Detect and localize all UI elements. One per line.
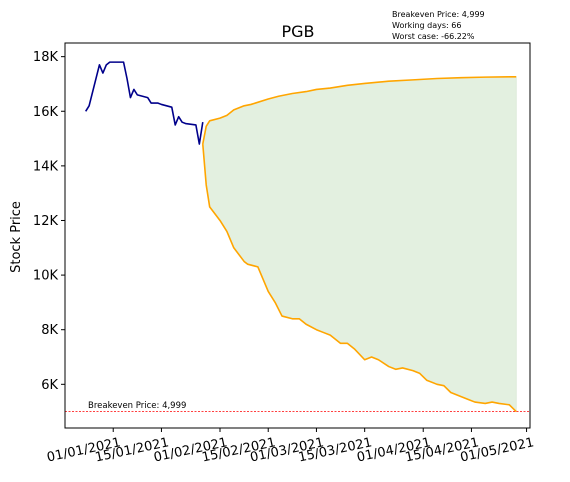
y-axis-label: Stock Price: [9, 201, 24, 273]
annotation-breakeven: Breakeven Price: 4,999: [392, 10, 485, 19]
y-tick-label: 12K: [33, 214, 59, 229]
chart-title: PGB: [281, 22, 314, 41]
breakeven-label: Breakeven Price: 4,999: [88, 401, 186, 411]
y-tick-label: 14K: [33, 159, 59, 174]
annotation-working-days: Working days: 66: [392, 21, 461, 30]
y-tick-label: 10K: [33, 269, 59, 284]
y-tick-label: 18K: [33, 50, 59, 65]
annotation-worst-case: Worst case: -66.22%: [392, 32, 475, 41]
y-tick-label: 16K: [33, 105, 59, 120]
y-tick-label: 8K: [41, 323, 58, 338]
y-tick-label: 6K: [41, 378, 58, 393]
